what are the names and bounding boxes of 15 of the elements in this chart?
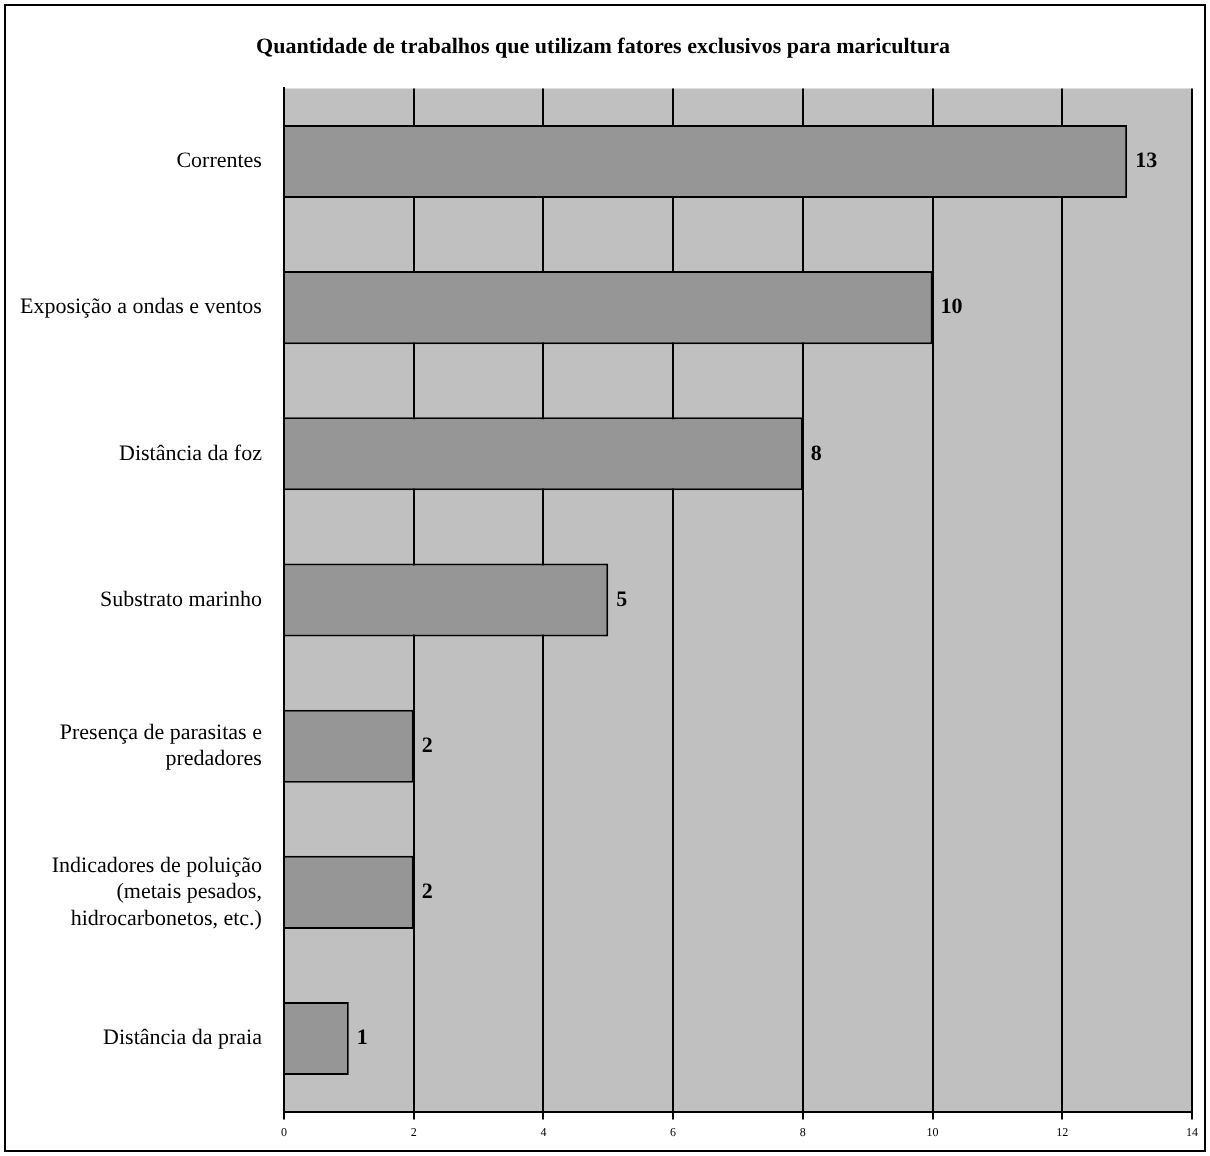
y-tick-label: Correntes <box>176 149 262 174</box>
data-label: 2 <box>421 880 434 905</box>
data-label: 5 <box>616 587 629 612</box>
y-tick-label: Indicadores de poluição (metais pesados, hidrocarbonetos, etc.) <box>51 853 263 931</box>
y-tick-label: Distância da foz <box>119 441 263 466</box>
y-tick-label: Distância da praia <box>103 1026 263 1051</box>
data-label: 8 <box>810 441 823 466</box>
y-tick-label: Presença de parasitas e predadores <box>59 720 263 772</box>
data-label: 1 <box>356 1026 368 1051</box>
data-label: 2 <box>421 733 434 758</box>
chart-title: Quantidade de trabalhos que utilizam fatores exclusivos para maricultura <box>256 34 951 59</box>
y-tick-label: Substrato marinho <box>100 587 263 612</box>
data-label: 13 <box>1135 149 1159 174</box>
data-label: 10 <box>940 295 964 320</box>
y-tick-label: Exposição a ondas e ventos <box>20 295 262 320</box>
